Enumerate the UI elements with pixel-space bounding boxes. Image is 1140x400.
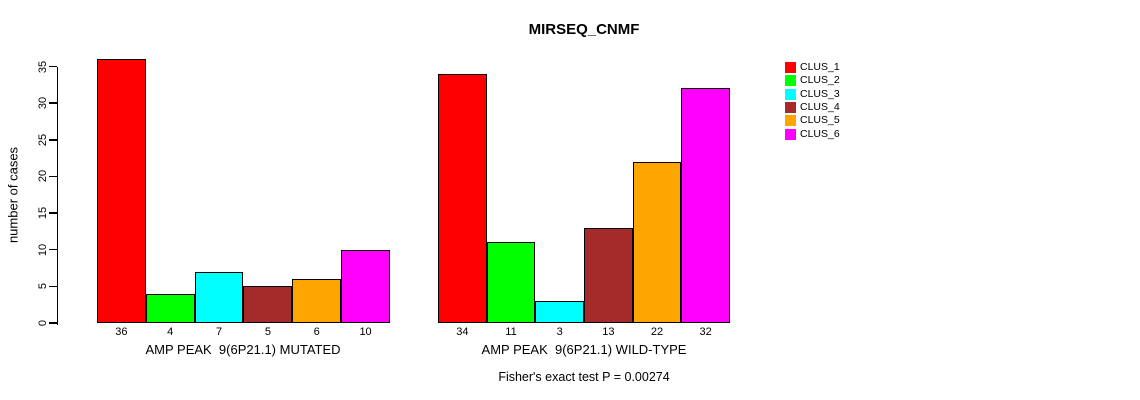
y-axis-tick-label: 15: [37, 206, 49, 220]
y-axis-tick-label: 35: [37, 60, 49, 73]
bar-clus_2-mutated: [145, 293, 195, 323]
y-axis-tick: [48, 322, 57, 324]
bar-value-label: 7: [216, 326, 223, 338]
y-axis-tick: [48, 65, 57, 68]
y-axis-tick: [48, 248, 57, 251]
y-axis-tick: [48, 212, 57, 214]
legend-swatch-clus_2: [785, 75, 796, 87]
bar-clus_4-mutated: [243, 286, 293, 323]
y-axis-tick: [48, 285, 57, 288]
bar-clus_3-mutated: [194, 271, 244, 323]
legend-label-clus_4: CLUS_4: [800, 100, 840, 113]
bar-value-label: 10: [359, 326, 372, 338]
y-axis-tick: [48, 175, 57, 178]
bar-clus_2-wild-type: [486, 242, 536, 323]
y-axis-tick-label: 10: [37, 243, 49, 256]
bar-clus_3-wild-type: [535, 301, 584, 323]
legend-swatch-clus_6: [785, 128, 796, 140]
bar-value-label: 5: [264, 326, 271, 338]
legend-label-clus_2: CLUS_2: [800, 74, 840, 87]
bar-value-label: 3: [556, 326, 563, 338]
legend-label-clus_1: CLUS_1: [800, 61, 840, 73]
y-axis-tick: [48, 139, 57, 141]
y-axis-tick-label: 5: [37, 283, 49, 290]
bar-clus_5-wild-type: [632, 161, 682, 323]
bar-clus_4-wild-type: [584, 227, 633, 323]
bar-value-label: 4: [167, 326, 174, 338]
chart-title: MIRSEQ_CNMF: [528, 21, 640, 38]
legend-swatch-clus_5: [785, 115, 796, 127]
y-axis-tick-label: 30: [37, 97, 49, 110]
y-axis-tick-label: 0: [37, 319, 49, 327]
y-axis-line: [56, 66, 58, 325]
legend-swatch-clus_1: [785, 62, 796, 73]
bar-clus_6-mutated: [341, 249, 390, 323]
fisher-test-caption: Fisher's exact test P = 0.00274: [498, 370, 670, 384]
bar-value-label: 32: [699, 326, 712, 338]
x-axis-label-wildtype: AMP PEAK 9(6P21.1) WILD-TYPE: [481, 342, 687, 357]
bar-clus_6-wild-type: [681, 88, 730, 323]
bar-clus_1-mutated: [97, 59, 146, 323]
bar-clus_5-mutated: [292, 279, 342, 323]
bar-value-label: 34: [456, 326, 469, 338]
bar-value-label: 11: [505, 326, 517, 338]
bar-value-label: 22: [650, 326, 664, 338]
legend-label-clus_3: CLUS_3: [800, 87, 840, 100]
y-axis-tick-label: 20: [37, 170, 49, 183]
y-axis-label: number of cases: [5, 146, 21, 244]
legend-label-clus_6: CLUS_6: [800, 127, 840, 140]
bar-clus_1-wild-type: [438, 73, 487, 323]
x-axis-label-mutated: AMP PEAK 9(6P21.1) MUTATED: [145, 342, 341, 357]
legend-swatch-clus_4: [785, 101, 796, 113]
legend-label-clus_5: CLUS_5: [800, 114, 840, 127]
bar-value-label: 36: [115, 326, 128, 338]
y-axis-tick-label: 25: [37, 133, 49, 146]
legend-swatch-clus_3: [785, 88, 796, 100]
bar-value-label: 6: [313, 326, 320, 338]
bar-value-label: 13: [602, 326, 615, 338]
y-axis-tick: [48, 102, 57, 104]
